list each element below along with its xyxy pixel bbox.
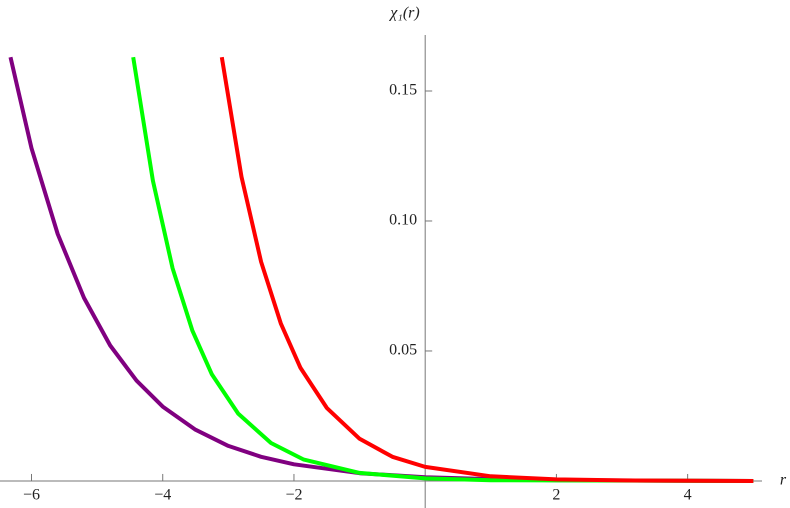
y-tick-label: 0.15 (389, 82, 417, 99)
x-tick-label: −4 (154, 487, 171, 504)
x-tick-label: −2 (285, 487, 302, 504)
y-tick-label: 0.05 (389, 342, 417, 359)
y-axis-label: χ₁(r) (388, 5, 419, 22)
x-tick-label: 2 (552, 487, 560, 504)
x-tick-label: −6 (23, 487, 40, 504)
x-axis-label: r (780, 472, 787, 489)
y-tick-label: 0.10 (389, 212, 417, 229)
series-line (8, 56, 754, 483)
series-line (219, 56, 754, 483)
series-line (131, 56, 754, 483)
x-tick-label: 4 (684, 487, 692, 504)
